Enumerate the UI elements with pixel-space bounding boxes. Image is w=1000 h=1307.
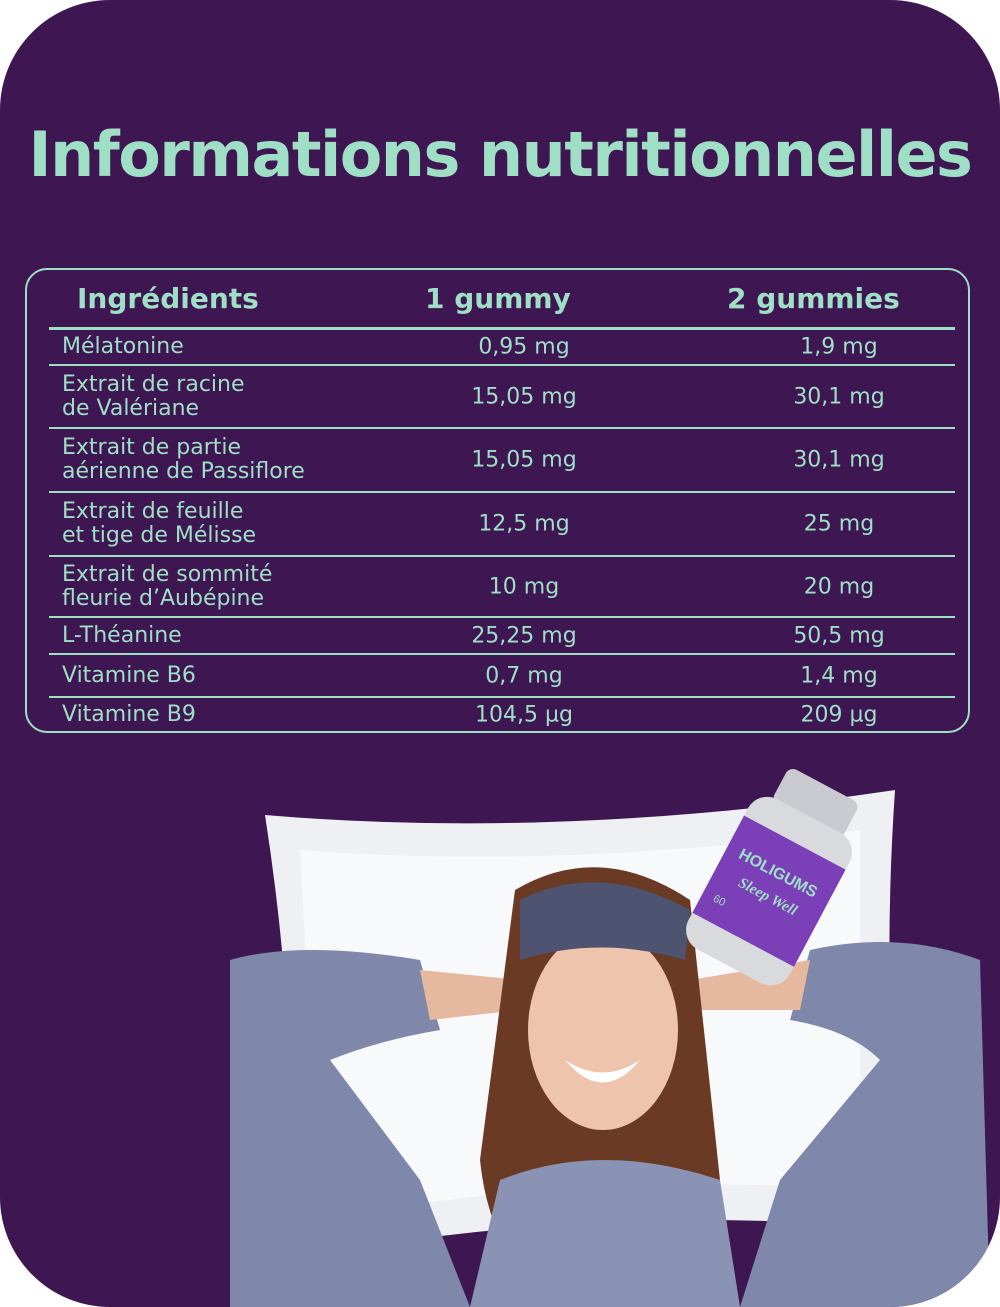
value-1-gummy: 15,05 mg — [471, 447, 577, 473]
table-row: Vitamine B9 104,5 µg 209 µg — [49, 698, 955, 731]
header-1-gummy: 1 gummy — [425, 282, 571, 315]
table-row: Extrait de partie aérienne de Passiflore… — [49, 429, 955, 491]
value-2-gummies: 1,9 mg — [800, 334, 878, 360]
value-2-gummies: 30,1 mg — [793, 447, 885, 473]
value-1-gummy: 15,05 mg — [471, 384, 577, 409]
row-divider — [49, 696, 955, 698]
product-bottle: HOLIGUMS Sleep Well 60 — [686, 768, 858, 986]
row-divider — [49, 327, 955, 330]
row-divider — [49, 616, 955, 618]
table-row: L-Théanine 25,25 mg 50,5 mg — [49, 618, 955, 653]
value-2-gummies: 30,1 mg — [793, 384, 885, 409]
row-divider — [49, 427, 955, 429]
header-2-gummies: 2 gummies — [727, 282, 900, 315]
value-1-gummy: 12,5 mg — [478, 511, 570, 537]
row-divider — [49, 364, 955, 366]
value-1-gummy: 0,95 mg — [478, 334, 570, 360]
value-2-gummies: 1,4 mg — [800, 663, 878, 688]
table-row: Extrait de sommité fleurie d’Aubépine 10 … — [49, 557, 955, 616]
row-divider — [49, 555, 955, 557]
table-row: Extrait de racine de Valériane 15,05 mg 30… — [49, 366, 955, 427]
person — [230, 867, 990, 1307]
ingredient-name: L-Théanine — [62, 622, 182, 648]
row-divider — [49, 491, 955, 493]
value-1-gummy: 104,5 µg — [475, 702, 573, 727]
ingredient-name: Extrait de feuille et tige de Mélisse — [62, 499, 257, 548]
table-row: Extrait de feuille et tige de Mélisse 12,… — [49, 493, 955, 555]
value-2-gummies: 209 µg — [800, 702, 878, 727]
row-divider — [49, 653, 955, 655]
ingredient-name: Vitamine B9 — [62, 701, 196, 727]
product-count: 60 — [711, 893, 727, 909]
ingredient-name: Vitamine B6 — [62, 662, 196, 688]
value-1-gummy: 0,7 mg — [485, 663, 563, 688]
product-photo: HOLIGUMS Sleep Well 60 — [230, 768, 990, 1307]
table-row: Mélatonine 0,95 mg 1,9 mg — [49, 330, 955, 364]
ingredient-name: Extrait de sommité fleurie d’Aubépine — [62, 561, 273, 611]
nutrition-table: Ingrédients 1 gummy 2 gummies Mélatonine… — [25, 268, 970, 733]
page-title: Informations nutritionnelles — [28, 118, 973, 191]
ingredient-name: Extrait de partie aérienne de Passiflore — [62, 435, 305, 484]
value-1-gummy: 10 mg — [488, 574, 560, 599]
value-1-gummy: 25,25 mg — [471, 623, 577, 648]
value-2-gummies: 20 mg — [803, 574, 875, 599]
value-2-gummies: 50,5 mg — [793, 623, 885, 648]
table-row: Vitamine B6 0,7 mg 1,4 mg — [49, 655, 955, 696]
value-2-gummies: 25 mg — [803, 511, 875, 537]
header-ingredients: Ingrédients — [77, 282, 259, 315]
ingredient-name: Mélatonine — [62, 334, 184, 359]
ingredient-name: Extrait de racine de Valériane — [62, 371, 245, 421]
